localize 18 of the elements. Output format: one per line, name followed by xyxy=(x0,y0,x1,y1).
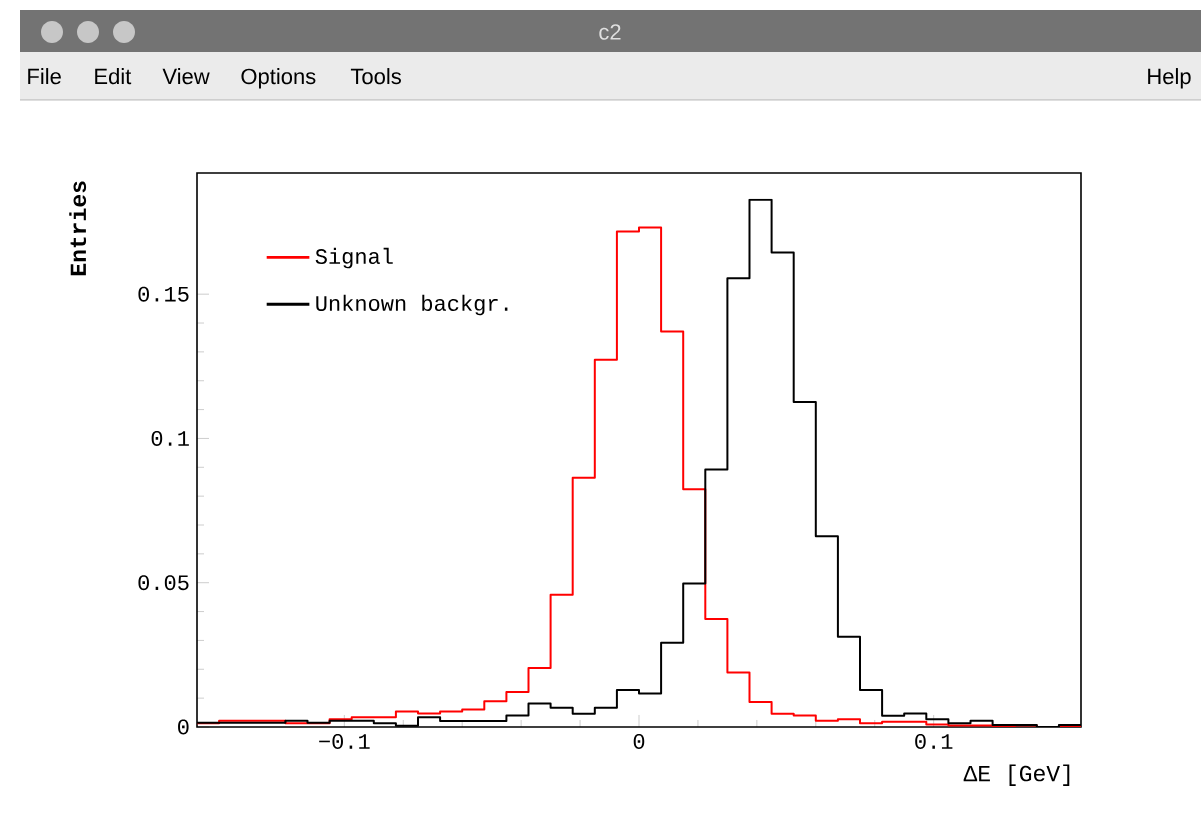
y-tick-label: 0.1 xyxy=(151,430,189,446)
text: c2 xyxy=(599,24,621,40)
x-axis-title: ΔE [GeV] xyxy=(963,764,1070,786)
x-tick-label: 0 xyxy=(633,734,645,749)
y-axis-title: Entries xyxy=(69,181,87,276)
text: View xyxy=(162,68,210,85)
legend-label: Unknown backgr. xyxy=(316,294,508,316)
x-tick-label: 0.1 xyxy=(915,734,953,749)
y-tick-label: 0.15 xyxy=(138,286,189,302)
legend-label: Signal xyxy=(315,247,393,269)
y-tick-label: 0 xyxy=(178,719,189,735)
text: Options xyxy=(241,68,316,89)
text: Tools xyxy=(350,68,401,85)
text: Edit xyxy=(95,68,132,85)
y-tick-label: 0.05 xyxy=(138,575,189,591)
x-tick-label: −0.1 xyxy=(319,734,370,749)
text: File xyxy=(28,68,61,85)
text: Help xyxy=(1148,68,1191,89)
